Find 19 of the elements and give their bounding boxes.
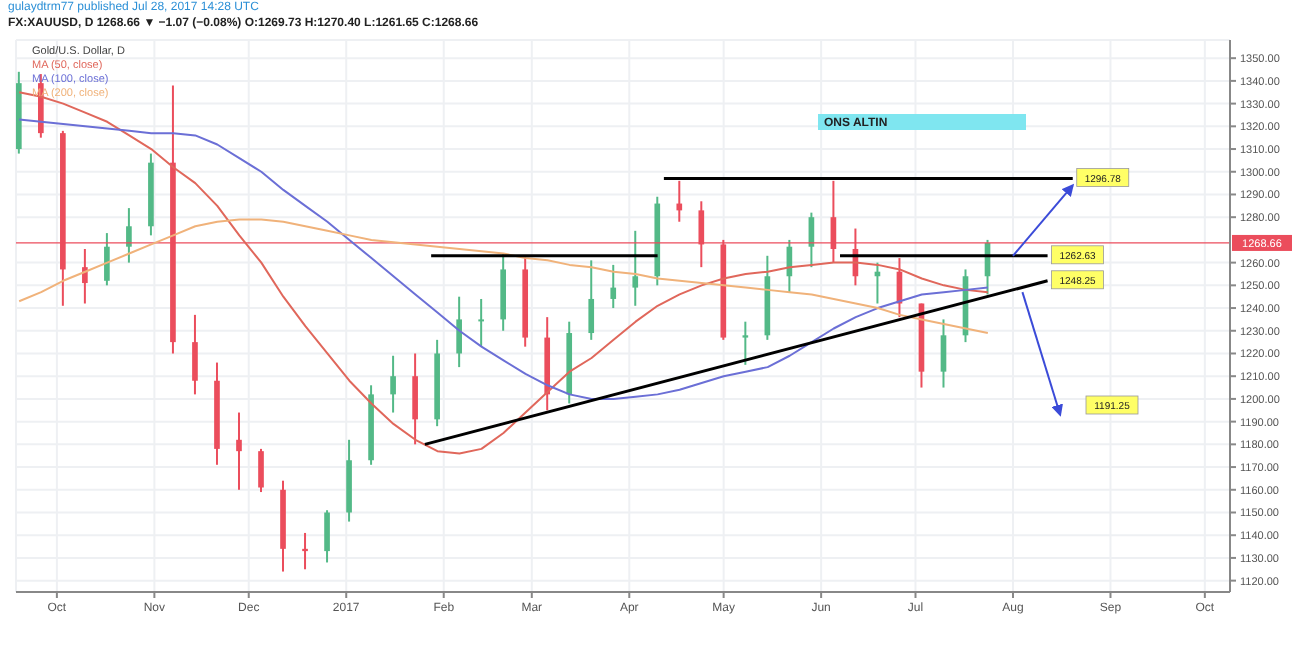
candlestick [742,320,749,366]
candlestick [940,318,947,389]
candlestick [412,352,418,446]
candlestick [302,531,308,571]
candlestick [324,509,330,564]
candlestick [676,179,683,223]
candlestick [610,263,617,310]
candlestick [390,354,396,414]
candlestick [104,232,110,287]
candlestick [456,295,462,369]
candlestick [192,313,198,396]
candlestick [126,207,132,264]
line-series [18,218,989,335]
candlestick [588,259,595,341]
candlestick [236,411,242,491]
candlestick [632,229,639,307]
candlestick [258,447,264,494]
candlestick [478,297,484,348]
candlestick [82,247,88,305]
